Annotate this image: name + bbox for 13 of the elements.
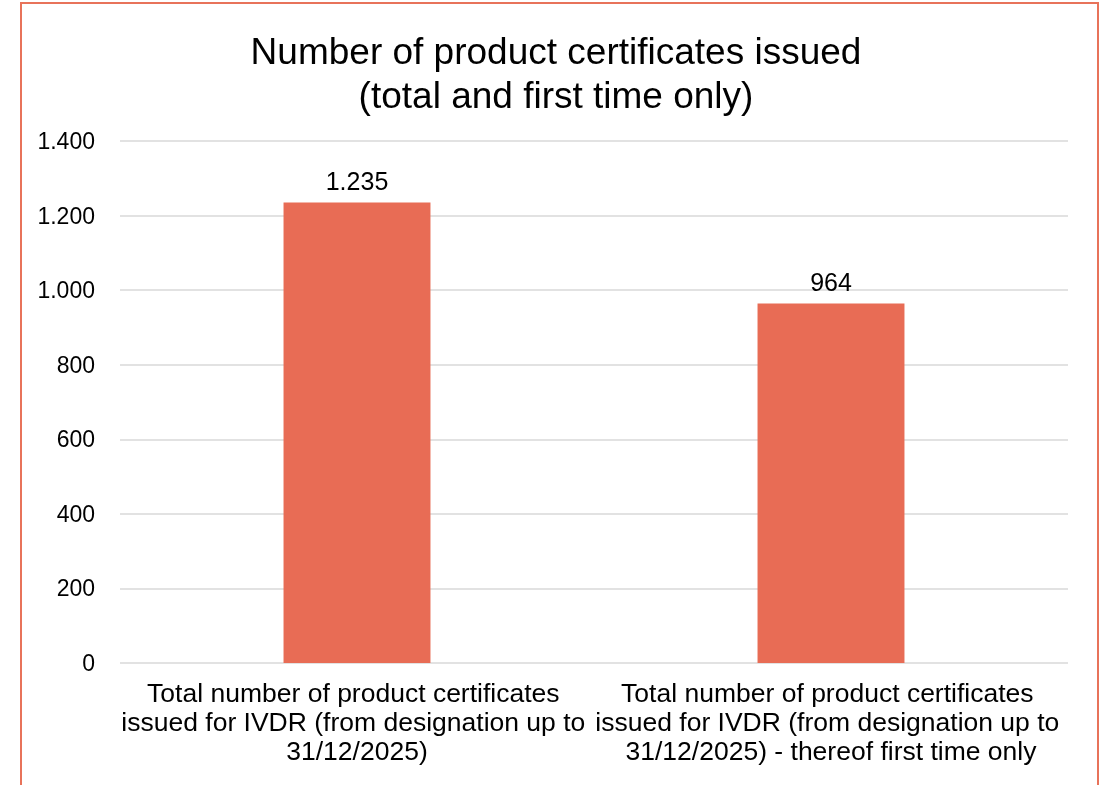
data-label: 964	[810, 268, 852, 297]
data-label: 1.235	[325, 167, 389, 196]
y-tick-label: 1.200	[37, 202, 95, 229]
y-tick-label: 200	[56, 575, 95, 602]
y-tick-label: 1.400	[37, 128, 95, 154]
chart-title: Number of product certificates issued (total and first time only)	[250, 30, 862, 116]
y-tick-label: 0	[82, 650, 95, 676]
y-tick-label: 400	[56, 500, 95, 527]
x-tick-label: Total number of product certificates issued for IVDR (from designation up to 31/12/2025) - thereof first time only	[595, 677, 1067, 766]
y-tick-label: 800	[56, 351, 95, 378]
y-tick-label: 600	[56, 426, 95, 453]
y-tick-label: 1.000	[37, 277, 95, 304]
x-tick-label: Total number of product certificates issued for IVDR (from designation up to 31/12/2025)	[121, 677, 593, 766]
